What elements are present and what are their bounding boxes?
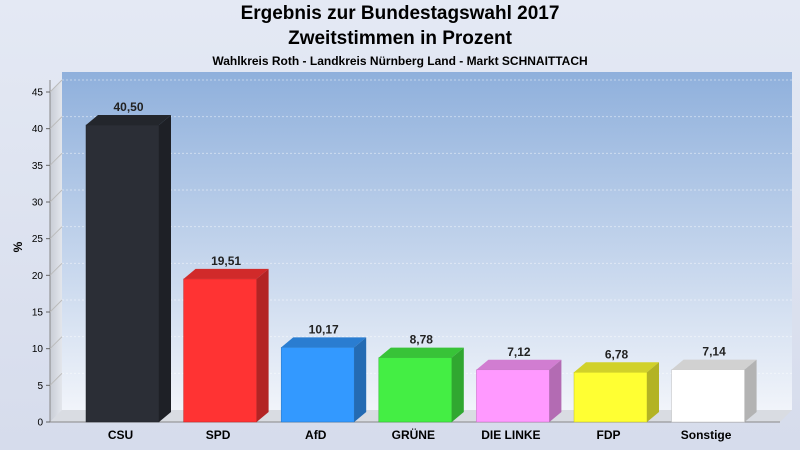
y-tick-label: 35: [32, 161, 44, 172]
bar-side: [549, 359, 562, 422]
bar-csu: [85, 115, 171, 423]
bar-front: [85, 124, 160, 423]
x-tick-label: FDP: [597, 428, 621, 442]
bar-front: [378, 357, 453, 423]
x-tick-label: Sonstige: [681, 428, 732, 442]
bar-side: [354, 337, 367, 422]
chart-subtitle: Zweitstimmen in Prozent: [288, 28, 512, 49]
bar-die-linke: [476, 359, 562, 423]
y-tick-label: 5: [37, 381, 43, 392]
plot-side-wall: [50, 80, 62, 422]
bar-side: [159, 115, 171, 422]
gridline-side: [49, 189, 63, 203]
gridline-side: [49, 299, 63, 313]
x-tick-label: DIE LINKE: [481, 428, 540, 442]
bar-top: [476, 359, 562, 370]
y-tick-label: 0: [37, 418, 43, 429]
bar-top: [281, 337, 367, 348]
bar-top: [86, 115, 171, 125]
chart-title: Ergebnis zur Bundestagswahl 2017: [240, 3, 560, 24]
y-tick-label: 25: [32, 234, 44, 245]
bar-top: [378, 347, 464, 358]
gridline-side: [49, 79, 63, 93]
bar-value-label: 6,78: [605, 347, 629, 361]
bar-top: [574, 362, 659, 373]
bar-value-label: 7,14: [702, 345, 726, 359]
bar-front: [280, 347, 355, 423]
bar-front: [183, 278, 257, 423]
x-tick-label: GRÜNE: [392, 427, 435, 442]
bar-value-label: 8,78: [410, 333, 434, 347]
bar-side: [744, 359, 757, 422]
bar-sonstige: [671, 359, 757, 423]
bar-side: [451, 347, 464, 422]
bar-fdp: [573, 362, 659, 423]
x-tick-label: CSU: [108, 428, 133, 442]
y-tick-label: 45: [32, 88, 44, 99]
y-axis-label: %: [11, 241, 25, 252]
bar-side: [256, 268, 269, 422]
gridline-side: [49, 372, 63, 386]
x-tick-label: AfD: [305, 428, 327, 442]
bar-afd: [280, 337, 367, 423]
bar-top: [671, 359, 757, 370]
bar-front: [573, 372, 648, 423]
gridline-side: [49, 152, 63, 166]
y-tick-label: 30: [32, 198, 44, 209]
bar-front: [476, 369, 550, 423]
gridline-side: [49, 116, 63, 130]
bar-spd: [183, 268, 269, 423]
y-tick-label: 15: [32, 308, 44, 319]
bar-value-label: 19,51: [211, 254, 241, 268]
y-tick-label: 20: [32, 271, 44, 282]
gridline-side: [49, 226, 63, 240]
bar-side: [647, 362, 659, 422]
bar-front: [671, 369, 745, 423]
gridline-side: [49, 262, 63, 276]
bar-top: [183, 268, 269, 279]
bar-value-label: 10,17: [309, 322, 339, 336]
bar-grüne: [378, 347, 464, 423]
bar-value-label: 7,12: [507, 345, 531, 359]
chart-constituency: Wahlkreis Roth - Landkreis Nürnberg Land…: [212, 54, 588, 68]
gridline-side: [49, 336, 63, 350]
y-tick-label: 10: [32, 344, 44, 355]
bar-value-label: 40,50: [113, 100, 143, 114]
x-tick-label: SPD: [206, 428, 231, 442]
y-tick-label: 40: [32, 124, 44, 135]
